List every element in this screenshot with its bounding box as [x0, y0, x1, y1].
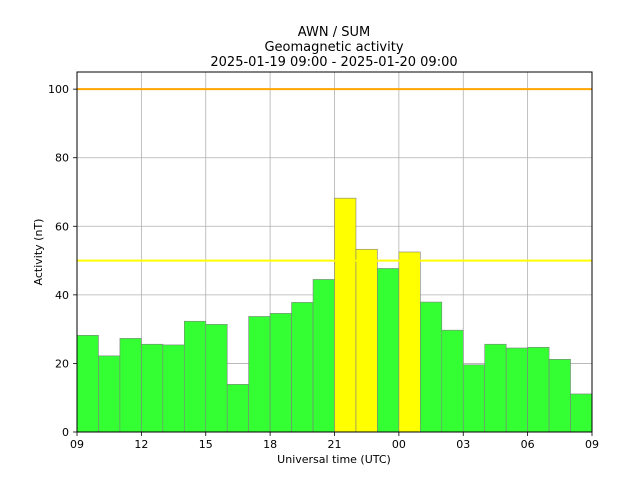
chart-title-line-2: Geomagnetic activity: [264, 40, 403, 55]
x-tick-label-1: 12: [134, 438, 148, 451]
bar-5: [183, 320, 207, 433]
y-tick-label-4: 80: [55, 152, 69, 165]
y-axis-ticks: 0 20 40 60 80 100: [48, 83, 77, 439]
bar-19: [484, 343, 507, 433]
bar-9: [269, 313, 292, 433]
threshold-lines: [77, 88, 592, 262]
bar-14: [377, 268, 400, 433]
y-tick-label-2: 40: [55, 289, 69, 302]
x-axis-label: Universal time (UTC): [277, 453, 391, 466]
y-axis-label: Activity (nT): [32, 219, 45, 286]
bar-20: [505, 347, 528, 433]
chart-title-line-3: 2025-01-19 09:00 - 2025-01-20 09:00: [210, 55, 457, 70]
y-tick-label-3: 60: [55, 220, 69, 233]
x-tick-label-2: 15: [199, 438, 213, 451]
bar-0: [76, 335, 99, 433]
y-tick-label-5: 100: [48, 83, 69, 96]
x-tick-label-4: 21: [328, 438, 342, 451]
bar-3: [141, 343, 164, 433]
bar-15: [398, 251, 421, 433]
x-tick-label-0: 09: [70, 438, 84, 451]
bar-13: [355, 248, 378, 433]
x-tick-label-6: 03: [456, 438, 470, 451]
bar-22: [548, 359, 571, 433]
x-tick-label-8: 09: [585, 438, 599, 451]
x-axis-ticks: 09 12 15 18 21 00 03 06 09: [70, 432, 599, 451]
x-tick-label-5: 00: [392, 438, 406, 451]
bar-7: [226, 384, 249, 433]
bar-12: [334, 197, 357, 433]
bar-23: [570, 393, 593, 433]
y-tick-label-1: 20: [55, 357, 69, 370]
bars-group: [76, 197, 593, 433]
bar-16: [420, 301, 443, 433]
bar-8: [248, 316, 271, 433]
x-tick-label-7: 06: [521, 438, 535, 451]
bar-1: [98, 355, 121, 433]
bar-6: [205, 324, 228, 433]
bar-2: [119, 338, 142, 433]
bar-17: [441, 329, 464, 433]
bar-10: [291, 302, 314, 433]
bar-11: [312, 279, 335, 433]
chart-title-line-1: AWN / SUM: [298, 25, 370, 40]
x-tick-label-3: 18: [263, 438, 277, 451]
bar-21: [527, 347, 550, 433]
y-tick-label-0: 0: [62, 426, 69, 439]
bar-18: [462, 364, 486, 433]
bar-4: [162, 344, 185, 433]
